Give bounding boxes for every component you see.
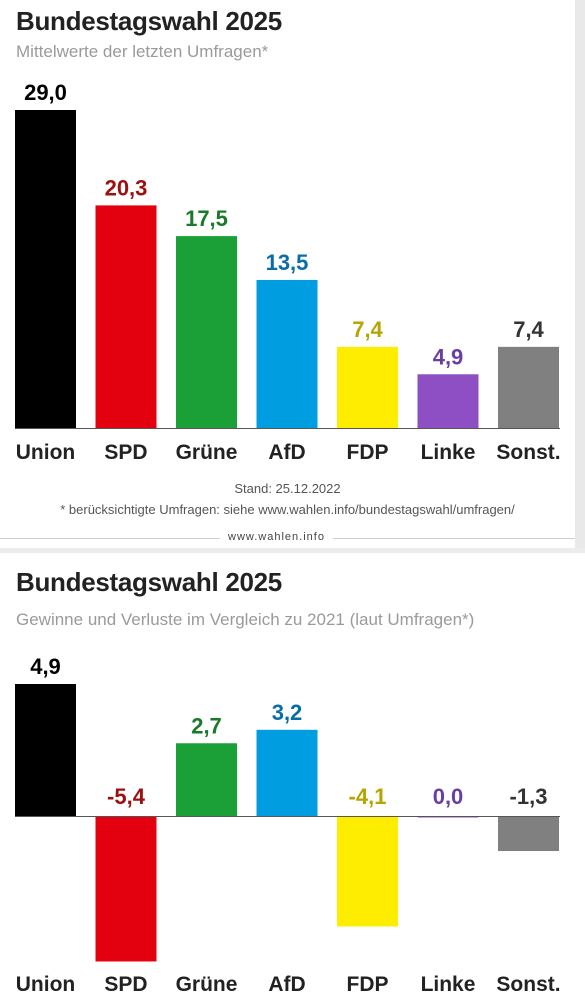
bar-chart-changes: 4,9 Union -5,4 SPD 2,7 Grüne 3,2 AfD -4,1 FDP 0,0 L… [15, 654, 561, 996]
bar-union [15, 110, 76, 428]
value-label-linke: 4,9 [433, 344, 464, 369]
chart-title: Bundestagswahl 2025 [16, 567, 282, 597]
value-label-spd: 20,3 [105, 175, 148, 200]
source-label: www.wahlen.info [220, 531, 333, 543]
value-label-linke: 0,0 [433, 784, 464, 809]
value-label-fdp: -4,1 [349, 784, 387, 809]
bar-chart-polls: 29,0 Union 20,3 SPD 17,5 Grüne 13,5 AfD 7,4 FDP 4,… [15, 80, 561, 464]
bar-fdp [337, 816, 398, 927]
category-label-fdp: FDP [347, 441, 389, 464]
chart-panel-changes: Bundestagswahl 2025 Gewinne und Verluste… [0, 553, 575, 1003]
bar-spd [95, 816, 157, 962]
value-label-sonst: -1,3 [510, 784, 548, 809]
category-label-fdp: FDP [347, 973, 389, 996]
category-label-spd: SPD [104, 973, 147, 996]
footnote: * berücksichtigte Umfragen: siehe www.wa… [60, 502, 515, 517]
value-label-union: 4,9 [30, 654, 61, 679]
category-label-gruene: Grüne [176, 973, 238, 996]
chart-subtitle: Gewinne und Verluste im Vergleich zu 202… [16, 610, 475, 629]
chart-subtitle: Mittelwerte der letzten Umfragen* [16, 42, 269, 61]
bar-linke [417, 374, 479, 428]
category-label-sonst: Sonst. [496, 441, 560, 464]
category-label-union: Union [16, 973, 75, 996]
bar-fdp [337, 346, 398, 428]
bar-gruene [176, 236, 237, 428]
chart-panel-polls: Bundestagswahl 2025 Mittelwerte der letz… [0, 6, 575, 543]
bar-sonst [498, 816, 559, 852]
stand-date: Stand: 25.12.2022 [234, 481, 341, 496]
category-label-sonst: Sonst. [496, 973, 560, 996]
chart-title: Bundestagswahl 2025 [16, 6, 282, 36]
category-label-spd: SPD [104, 441, 147, 464]
panel-separator [0, 548, 585, 553]
category-label-afd: AfD [268, 973, 305, 996]
value-label-union: 29,0 [24, 80, 67, 105]
bar-sonst [498, 346, 559, 428]
category-label-linke: Linke [421, 441, 476, 464]
value-label-afd: 3,2 [272, 700, 303, 725]
category-label-union: Union [16, 441, 75, 464]
value-label-spd: -5,4 [107, 784, 146, 809]
value-label-afd: 13,5 [266, 250, 309, 275]
category-label-afd: AfD [268, 441, 305, 464]
bar-afd [256, 279, 318, 428]
value-label-gruene: 2,7 [191, 713, 222, 738]
category-label-gruene: Grüne [176, 441, 238, 464]
value-label-sonst: 7,4 [513, 317, 544, 342]
bar-spd [95, 205, 157, 428]
bar-union [15, 684, 76, 816]
scroll-edge [575, 0, 585, 548]
value-label-fdp: 7,4 [352, 317, 383, 342]
category-label-linke: Linke [421, 973, 476, 996]
bar-afd [256, 729, 318, 816]
value-label-gruene: 17,5 [185, 206, 228, 231]
bar-gruene [176, 743, 237, 816]
